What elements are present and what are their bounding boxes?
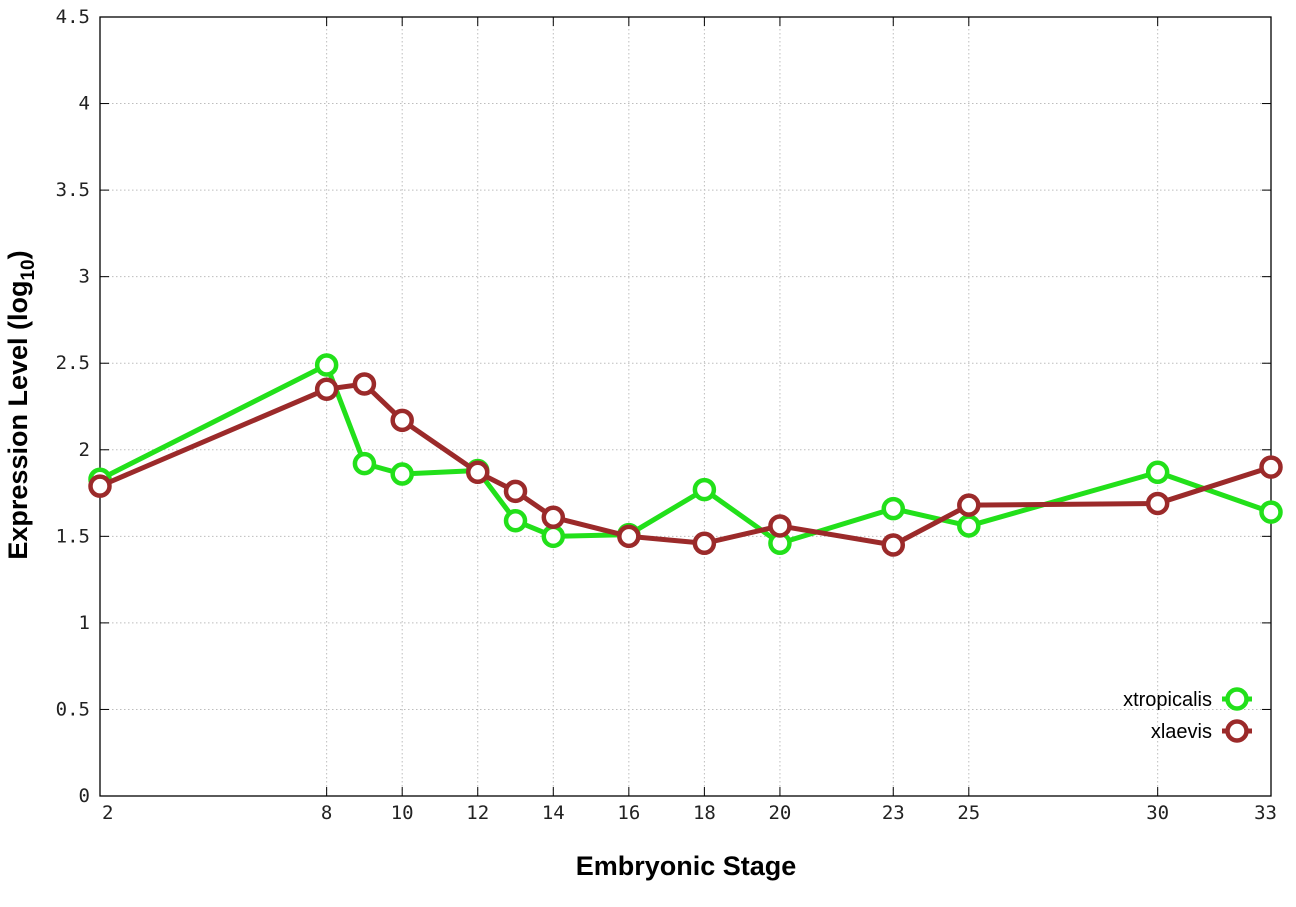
plot-frame — [99, 16, 1272, 797]
x-tick-label: 25 — [957, 802, 980, 824]
x-tick-label: 12 — [466, 802, 489, 824]
y-tick-label: 4 — [79, 93, 90, 115]
y-tick-label: 1.5 — [56, 525, 90, 547]
data-point — [314, 353, 339, 377]
data-point — [881, 496, 906, 521]
y-tick-label: 0 — [79, 785, 90, 807]
data-point — [352, 372, 377, 396]
legend-label-xlaevis: xlaevis — [1151, 721, 1212, 743]
x-tick-label: 10 — [391, 802, 414, 824]
series-line — [97, 362, 1274, 546]
data-point — [541, 524, 566, 549]
data-point — [465, 460, 490, 485]
data-point — [692, 477, 717, 502]
axis-ticks: 0 0.5 1 1.5 2 2.5 3 3.5 4 4.5 2 8 10 12 14 16 18 20 23 25 30… — [56, 6, 1277, 824]
y-axis-title-close: ) — [3, 250, 33, 259]
data-point — [503, 479, 528, 504]
y-axis-title-main: Expression Level (log — [3, 281, 33, 560]
data-point — [1145, 491, 1170, 516]
data-point — [692, 531, 717, 556]
series-xtropicalis — [88, 353, 1283, 556]
x-tick-label: 23 — [882, 802, 905, 824]
data-point — [88, 474, 112, 498]
data-point — [503, 509, 528, 533]
x-tick-label: 30 — [1146, 802, 1169, 824]
data-point — [314, 377, 339, 401]
data-point — [541, 505, 566, 530]
x-tick-label: 33 — [1254, 802, 1277, 824]
x-tick-label: 20 — [768, 802, 791, 824]
data-point — [390, 462, 414, 486]
series-lines — [88, 353, 1283, 557]
legend-label-xtropicalis: xtropicalis — [1123, 689, 1212, 711]
x-tick-label: 14 — [542, 802, 565, 824]
data-point — [1145, 460, 1170, 485]
legend-marker — [1225, 719, 1249, 743]
series-line — [97, 381, 1274, 548]
x-tick-label: 2 — [102, 802, 113, 824]
x-tick-label: 18 — [693, 802, 716, 824]
series-xlaevis — [88, 372, 1283, 557]
y-tick-label: 0.5 — [56, 698, 90, 720]
grid — [100, 17, 1271, 796]
data-point — [957, 493, 981, 517]
legend: xtropicalis xlaevis — [1123, 687, 1252, 743]
x-tick-label: 16 — [617, 802, 640, 824]
y-tick-label: 3 — [79, 266, 90, 288]
data-point — [881, 533, 906, 557]
data-point — [1259, 500, 1283, 524]
y-tick-label: 2.5 — [56, 352, 90, 374]
y-tick-label: 1 — [79, 612, 90, 634]
data-point — [390, 408, 414, 433]
y-axis-title: Expression Level (log10) — [3, 250, 39, 559]
x-axis-title: Embryonic Stage — [576, 851, 797, 881]
x-tick-label: 8 — [321, 802, 332, 824]
y-axis-title-subscript: 10 — [18, 259, 39, 280]
legend-marker — [1225, 687, 1249, 711]
y-tick-label: 4.5 — [56, 6, 90, 28]
data-point — [957, 514, 981, 538]
data-point — [1259, 455, 1283, 479]
y-tick-label: 3.5 — [56, 179, 90, 201]
y-tick-label: 2 — [79, 439, 90, 461]
data-point — [352, 451, 377, 476]
data-point — [617, 524, 641, 549]
data-point — [768, 514, 792, 538]
